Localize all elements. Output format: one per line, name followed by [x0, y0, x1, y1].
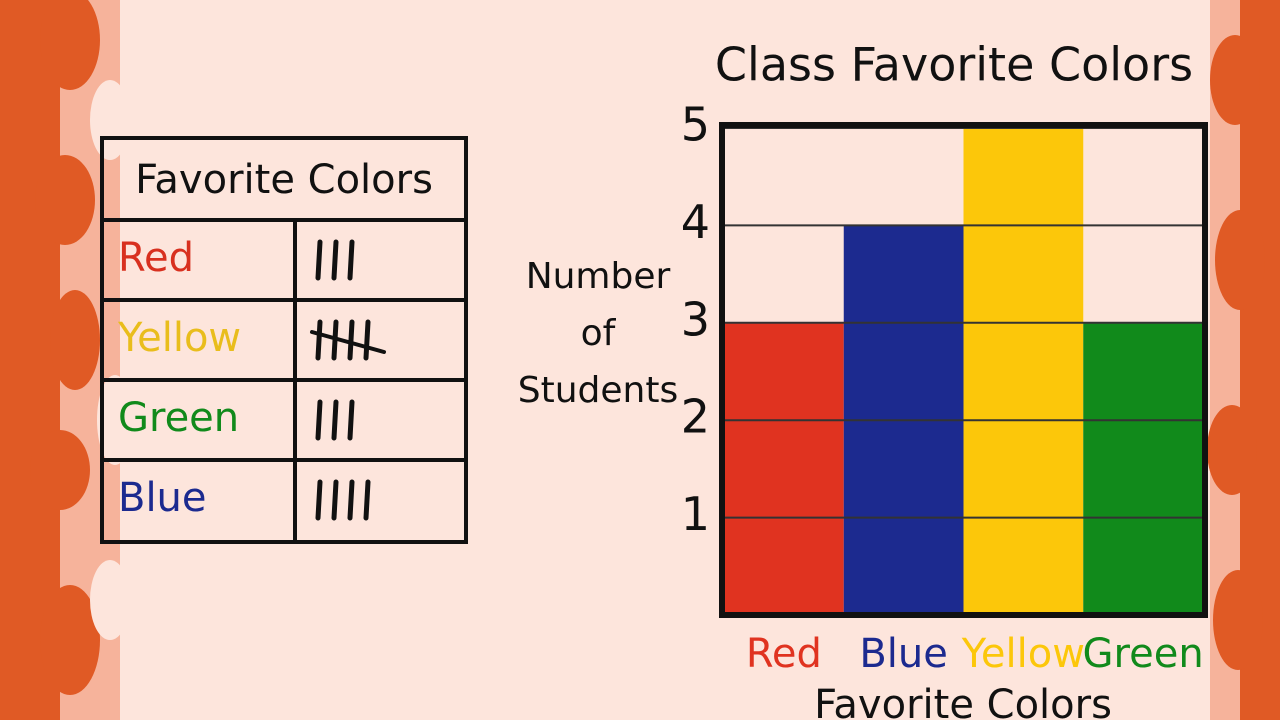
tally-stroke: [310, 330, 386, 354]
row-label: Green: [118, 395, 239, 441]
tally-stroke: [331, 239, 339, 281]
bar: [724, 322, 844, 615]
y-axis-label: Number of Students: [517, 256, 679, 411]
bar: [1083, 322, 1203, 615]
table-title: Favorite Colors: [135, 157, 433, 203]
tally-stroke: [347, 399, 355, 441]
y-tick-label: 1: [681, 487, 710, 541]
tally-stroke: [315, 479, 323, 521]
y-tick-label: 2: [681, 390, 710, 444]
x-tick-label: Green: [1083, 631, 1204, 677]
tally-stroke: [331, 399, 339, 441]
row-label: Blue: [118, 475, 207, 521]
x-tick-label: Yellow: [961, 631, 1085, 677]
bar: [963, 128, 1084, 615]
y-tick-label: 5: [681, 98, 710, 152]
tally-stroke: [363, 319, 371, 361]
x-axis-label: Favorite Colors: [814, 682, 1112, 720]
right-border: [1207, 0, 1280, 720]
row-label: Yellow: [117, 315, 241, 361]
tally-stroke: [347, 479, 355, 521]
tally-stroke: [315, 399, 323, 441]
tally-table: [100, 136, 468, 544]
tally-stroke: [363, 479, 371, 521]
x-tick-label: Red: [746, 631, 822, 677]
tally-stroke: [347, 239, 355, 281]
tally-stroke: [315, 239, 323, 281]
tally-stroke: [315, 319, 323, 361]
left-border: [0, 0, 133, 720]
row-label: Red: [118, 235, 194, 281]
tally-stroke: [331, 479, 339, 521]
chart-title: Class Favorite Colors: [715, 38, 1193, 92]
y-tick-label: 4: [681, 195, 710, 249]
tally-stroke: [347, 319, 355, 361]
x-tick-label: Blue: [859, 631, 948, 677]
y-tick-label: 3: [681, 292, 710, 346]
plot-border: [719, 122, 1208, 618]
